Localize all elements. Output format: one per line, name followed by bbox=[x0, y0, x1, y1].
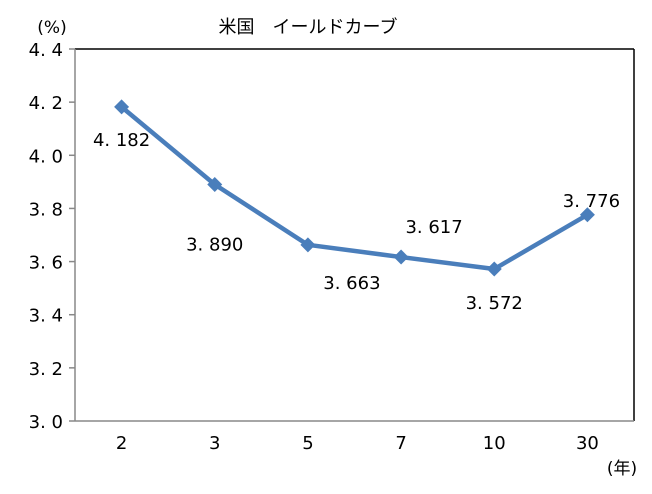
series-line bbox=[120, 105, 589, 272]
y-tick-label: 3. 2 bbox=[29, 359, 63, 380]
data-point-marker bbox=[300, 237, 316, 253]
data-label: 3. 776 bbox=[563, 191, 620, 212]
y-axis-unit: (%) bbox=[37, 18, 66, 38]
y-tick-label: 4. 4 bbox=[29, 40, 63, 61]
data-point-marker bbox=[114, 99, 130, 115]
x-tick-label: 2 bbox=[116, 433, 127, 454]
y-tick-label: 3. 0 bbox=[29, 412, 63, 433]
y-tick-label: 3. 6 bbox=[29, 253, 63, 274]
x-tick-label: 5 bbox=[302, 433, 313, 454]
y-tick-label: 4. 2 bbox=[29, 93, 63, 114]
data-point-marker bbox=[486, 261, 502, 277]
data-label: 3. 572 bbox=[466, 293, 523, 314]
x-axis-unit: (年) bbox=[607, 459, 637, 479]
chart-title: 米国 イールドカーブ bbox=[219, 16, 398, 38]
data-point-marker bbox=[393, 249, 409, 265]
y-tick-label: 4. 0 bbox=[29, 146, 63, 167]
data-label: 3. 617 bbox=[405, 217, 462, 238]
data-label: 3. 890 bbox=[186, 235, 243, 256]
y-tick-label: 3. 4 bbox=[29, 306, 63, 327]
x-tick-label: 10 bbox=[483, 433, 506, 454]
data-label: 3. 663 bbox=[323, 273, 380, 294]
x-tick-label: 3 bbox=[209, 433, 220, 454]
x-tick-label: 30 bbox=[576, 433, 599, 454]
x-tick-label: 7 bbox=[395, 433, 406, 454]
y-tick-label: 3. 8 bbox=[29, 199, 63, 220]
data-point-marker bbox=[579, 207, 595, 223]
data-label: 4. 182 bbox=[93, 130, 150, 151]
data-point-marker bbox=[207, 177, 223, 193]
